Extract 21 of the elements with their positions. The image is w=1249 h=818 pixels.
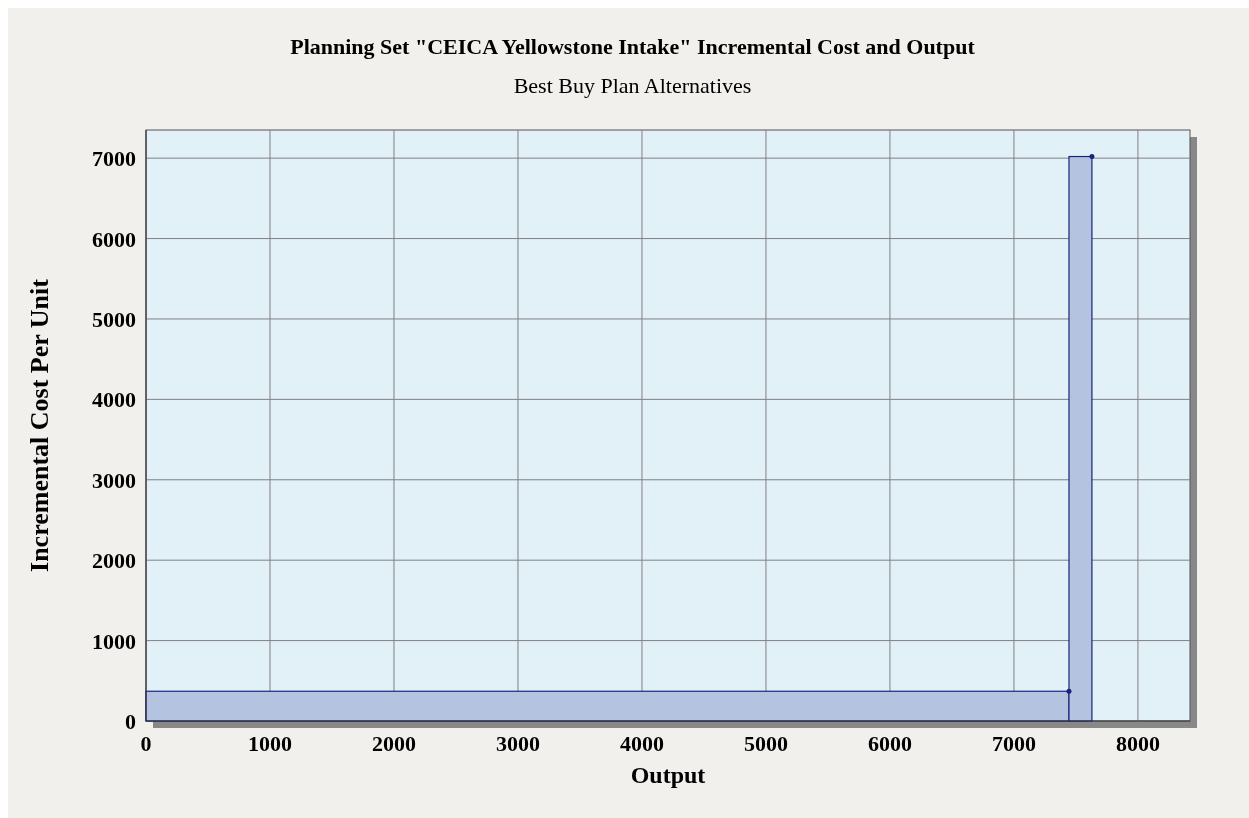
x-tick-label: 4000 <box>619 731 664 756</box>
y-tick-label: 7000 <box>92 146 136 172</box>
y-tick-label: 0 <box>125 709 136 734</box>
x-tick-label: 0 <box>140 731 152 756</box>
y-tick-label: 2000 <box>92 548 136 574</box>
x-tick-label: 7000 <box>991 731 1036 756</box>
x-tick-label: 6000 <box>867 731 912 756</box>
x-axis-title: Output <box>630 762 706 788</box>
y-tick-label: 6000 <box>92 226 136 252</box>
x-tick-label: 1000 <box>247 731 292 756</box>
x-tick-label: 3000 <box>495 731 540 756</box>
y-tick-label: 1000 <box>92 628 136 654</box>
x-tick-label: 2000 <box>371 731 416 756</box>
x-tick-label: 5000 <box>743 731 788 756</box>
y-tick-label: 5000 <box>92 306 136 332</box>
y-tick-label: 3000 <box>92 467 136 493</box>
chart-subtitle: Best Buy Plan Alternatives <box>513 73 752 98</box>
y-axis-title: Incremental Cost Per Unit <box>25 278 54 572</box>
y-tick-label: 4000 <box>92 387 136 413</box>
x-tick-label: 8000 <box>1115 731 1160 756</box>
chart-title: Planning Set "CEICA Yellowstone Intake" Incremental Cost and Output <box>290 34 976 59</box>
